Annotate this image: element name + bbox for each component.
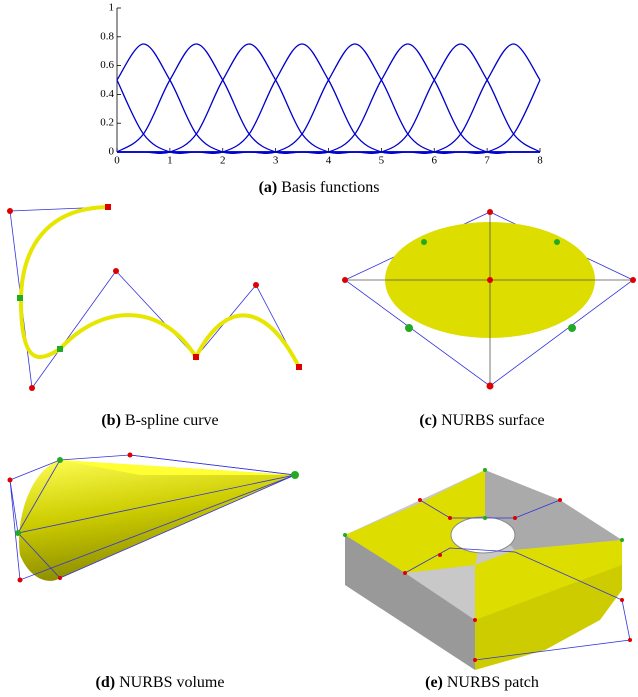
caption-label: (b) — [101, 412, 121, 429]
series-line — [117, 80, 540, 153]
series-line — [117, 80, 540, 153]
caption-text: B-spline curve — [125, 412, 219, 429]
x-tick-label: 8 — [537, 155, 543, 167]
x-tick-label: 3 — [273, 155, 279, 167]
y-tick-label: 0.8 — [100, 30, 114, 42]
cone — [19, 460, 295, 581]
x-tick-label: 1 — [167, 155, 173, 167]
y-tick-label: 0.4 — [100, 88, 114, 100]
caption-text: NURBS volume — [119, 674, 224, 691]
x-tick-label: 2 — [220, 155, 226, 167]
x-tick-label: 5 — [379, 155, 385, 167]
x-tick-label: 7 — [484, 155, 490, 167]
x-tick-label: 0 — [114, 155, 120, 167]
control-points — [7, 204, 302, 391]
caption-label: (a) — [259, 179, 278, 196]
y-tick-label: 1 — [109, 2, 115, 14]
caption-text: NURBS patch — [447, 674, 539, 691]
x-tick-label: 4 — [326, 155, 332, 167]
caption: (e) NURBS patch — [425, 674, 539, 691]
caption-text: NURBS surface — [441, 412, 545, 429]
x-tick-label: 6 — [432, 155, 438, 167]
control-polygon — [10, 207, 299, 388]
caption: (c) NURBS surface — [419, 412, 544, 429]
caption-label: (d) — [96, 674, 116, 691]
nurbs-surface-panel — [342, 209, 636, 390]
caption: (b) B-spline curve — [101, 412, 218, 429]
nurbs-volume-panel — [8, 453, 300, 583]
caption: (d) NURBS volume — [96, 674, 225, 691]
figure: (a) Basis functions (b) B-spline curve (… — [0, 0, 638, 697]
hole — [451, 517, 515, 553]
y-tick-label: 0.6 — [100, 59, 114, 71]
caption-label: (c) — [419, 412, 437, 429]
caption-text: Basis functions — [281, 179, 379, 196]
y-tick-label: 0.2 — [100, 117, 114, 129]
nurbs-patch-panel — [343, 468, 632, 670]
bspline-curve-panel — [7, 204, 302, 391]
caption-label: (e) — [425, 674, 443, 691]
caption: (a) Basis functions — [259, 179, 380, 196]
